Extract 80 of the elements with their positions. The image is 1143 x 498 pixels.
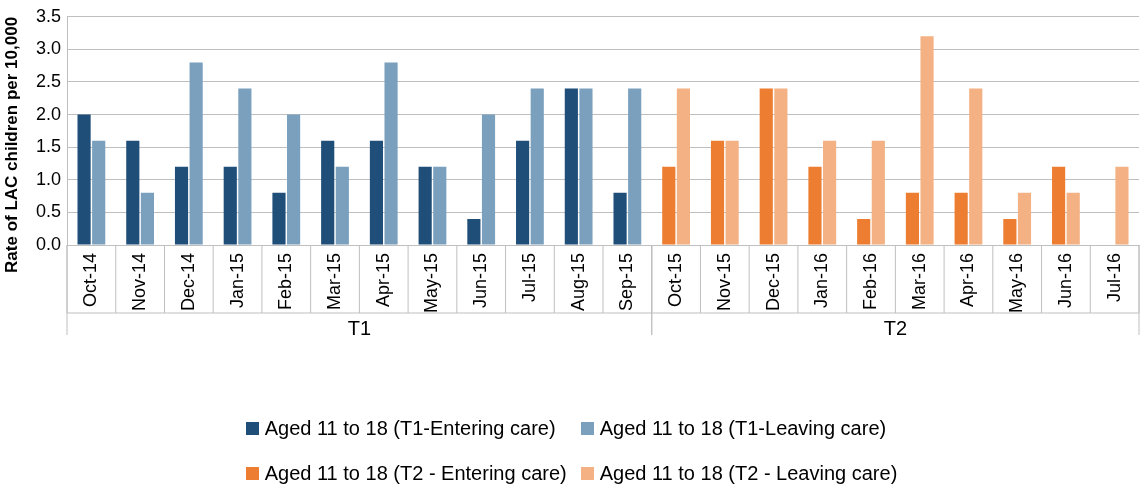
x-tick-label: Jul-16 xyxy=(1103,253,1124,303)
x-tick-label: Dec-15 xyxy=(762,253,783,312)
x-tick-label: Apr-16 xyxy=(957,253,978,308)
bar xyxy=(613,192,627,245)
bar xyxy=(759,88,773,245)
x-tick-label: Jul-15 xyxy=(518,253,539,303)
y-tick-label: 2.5 xyxy=(35,70,62,91)
x-tick-label: May-16 xyxy=(1006,253,1027,314)
bar xyxy=(920,36,934,245)
bar xyxy=(857,218,871,245)
bar xyxy=(564,88,578,245)
x-tick-label: Mar-16 xyxy=(908,253,929,311)
bar xyxy=(905,192,919,245)
x-tick-label: Sep-15 xyxy=(616,253,637,312)
bar xyxy=(954,192,968,245)
bar xyxy=(433,166,447,245)
legend-label: Aged 11 to 18 (T2 - Entering care) xyxy=(264,462,567,485)
bar xyxy=(126,140,140,245)
bar xyxy=(92,140,106,245)
bar xyxy=(174,166,189,245)
bar xyxy=(189,62,203,245)
x-tick-label: Oct-15 xyxy=(665,253,686,308)
x-tick-label: May-15 xyxy=(421,253,442,314)
bar xyxy=(516,140,530,245)
bar xyxy=(1115,166,1129,245)
y-tick-label: 2.0 xyxy=(35,103,62,124)
bar xyxy=(467,218,481,245)
bar xyxy=(823,140,837,245)
bar xyxy=(579,88,593,245)
bar xyxy=(774,88,788,245)
bar xyxy=(676,88,690,245)
text: T2 xyxy=(883,316,908,339)
bar xyxy=(321,140,335,245)
x-tick-label: Jan-16 xyxy=(811,253,832,309)
x-tick-label: Oct-14 xyxy=(80,253,101,308)
bar xyxy=(287,114,301,245)
legend-label: Aged 11 to 18 (T1-Entering care) xyxy=(264,417,556,440)
x-tick-label: Apr-15 xyxy=(372,253,393,308)
bar xyxy=(223,166,237,245)
legend-label: Aged 11 to 18 (T1-Leaving care) xyxy=(599,417,887,440)
bar xyxy=(808,166,822,245)
bar xyxy=(272,192,286,245)
bar xyxy=(530,88,544,245)
x-tick-label: Nov-15 xyxy=(713,253,734,312)
bar xyxy=(628,88,642,245)
bar xyxy=(1003,218,1017,245)
x-tick-label: Mar-15 xyxy=(323,253,344,311)
x-tick-label: Dec-14 xyxy=(177,253,198,312)
bar xyxy=(369,140,384,245)
x-tick-label: Jun-16 xyxy=(1054,253,1075,309)
y-tick-label: 3.5 xyxy=(35,5,62,26)
legend-label: Aged 11 to 18 (T2 - Leaving care) xyxy=(599,462,898,485)
x-tick-label: Nov-14 xyxy=(129,253,150,312)
x-tick-label: Aug-15 xyxy=(567,253,588,312)
bar xyxy=(1066,192,1080,245)
bar xyxy=(871,140,885,245)
y-tick-label: 3.0 xyxy=(35,38,62,59)
bar xyxy=(238,88,252,245)
bar xyxy=(140,192,154,245)
text: T1 xyxy=(347,316,372,339)
y-tick-label: 1.0 xyxy=(35,168,62,189)
x-tick-label: Jan-15 xyxy=(226,253,247,309)
x-tick-label: Jun-15 xyxy=(470,253,491,309)
x-tick-label: Feb-15 xyxy=(275,253,296,311)
bar xyxy=(335,166,349,245)
y-tick-label: 0.5 xyxy=(35,201,62,222)
bar xyxy=(418,166,432,245)
bar xyxy=(1017,192,1032,245)
x-tick-label: Feb-16 xyxy=(859,253,880,311)
bar xyxy=(384,62,398,245)
bar xyxy=(481,114,496,245)
bar xyxy=(969,88,983,245)
y-tick-label: 1.5 xyxy=(35,136,62,157)
bar xyxy=(662,166,676,245)
y-tick-label: 0.0 xyxy=(35,233,62,254)
y-axis-title: Rate of LAC children per 10,000 xyxy=(1,16,21,273)
bar xyxy=(77,114,91,245)
bar xyxy=(710,140,725,245)
bar xyxy=(725,140,739,245)
bar xyxy=(1052,166,1066,245)
